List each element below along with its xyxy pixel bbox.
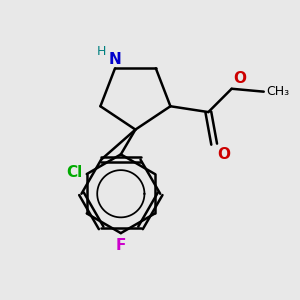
- Text: N: N: [109, 52, 122, 67]
- Text: O: O: [217, 147, 230, 162]
- Text: O: O: [233, 71, 246, 86]
- Text: CH₃: CH₃: [267, 85, 290, 98]
- Text: F: F: [116, 238, 126, 253]
- Text: H: H: [97, 45, 106, 58]
- Text: Cl: Cl: [66, 165, 82, 180]
